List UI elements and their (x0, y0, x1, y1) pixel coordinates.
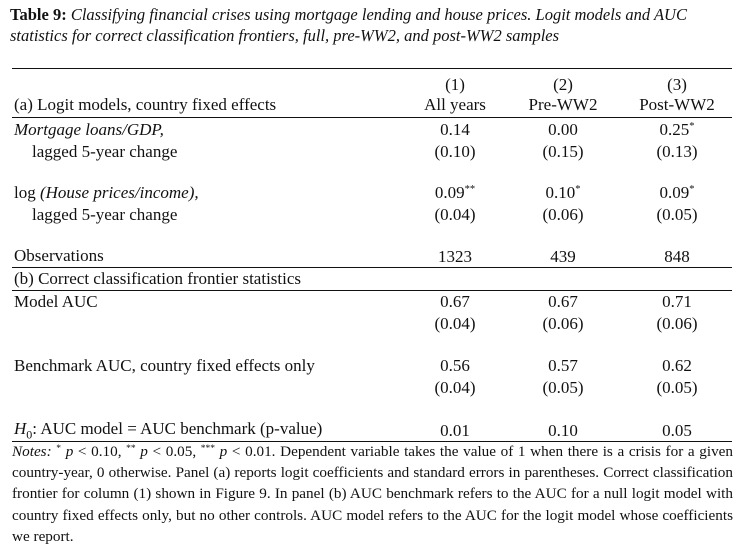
standard-error: (0.05) (656, 378, 698, 397)
column-header: All years (424, 95, 486, 114)
column-number: (2) (553, 75, 573, 94)
column-number: (1) (445, 75, 465, 94)
header-rule (12, 117, 732, 118)
h: H (14, 419, 27, 438)
coefficient: 0.10* (498, 182, 628, 204)
coefficient-value: 0.25 (659, 120, 690, 139)
panel-title: (b) Correct classification frontier stat… (14, 269, 302, 288)
p: p (65, 443, 74, 460)
standard-error: (0.15) (542, 142, 584, 161)
caption: Table 9: Classifying financial crises us… (10, 4, 735, 46)
coefficient-value: 0.09 (434, 183, 465, 202)
standard-error: (0.04) (434, 205, 476, 224)
coefficient-value: 0.56 (440, 356, 470, 375)
panel-rule (12, 267, 732, 268)
coefficient: 0.62 (612, 355, 742, 377)
row-label-cont: lagged 5-year change (32, 142, 178, 161)
significance-stars: * (575, 184, 581, 195)
standard-error: (0.04) (434, 378, 476, 397)
notes: Notes: * p < 0.10, ** p < 0.05, *** p < … (12, 441, 733, 547)
significance-stars: * (689, 121, 695, 132)
coefficient: 0.56 (390, 355, 520, 377)
row-label: log (House prices/income), (14, 182, 199, 204)
coefficient: 0.00 (498, 119, 628, 141)
coefficient-value: 0.00 (548, 120, 578, 139)
standard-error: (0.06) (542, 205, 584, 224)
column-header: Post-WW2 (639, 95, 715, 114)
p-value: 0.10 (548, 421, 578, 440)
standard-error: (0.10) (434, 142, 476, 161)
coefficient: 0.09* (612, 182, 742, 204)
subscript: 0 (26, 427, 33, 442)
column-number: (3) (667, 75, 687, 94)
row-label-prefix: log (14, 183, 36, 202)
coefficient: 0.14 (390, 119, 520, 141)
panel-rule (12, 290, 732, 291)
coefficient: 0.67 (498, 291, 628, 313)
top-rule (12, 68, 732, 69)
standard-error: (0.06) (656, 314, 698, 333)
coefficient-value: 0.09 (659, 183, 690, 202)
bottom-rule (12, 441, 732, 442)
observations: 1323 (438, 247, 472, 266)
standard-error: (0.05) (542, 378, 584, 397)
coefficient: 0.57 (498, 355, 628, 377)
significance-stars: ** (464, 184, 476, 195)
stars: *** (200, 444, 216, 454)
row-label-text: (House prices/income), (39, 183, 199, 202)
stars: ** (126, 444, 136, 454)
coefficient: 0.09** (390, 182, 520, 204)
notes-label: Notes: (12, 443, 52, 460)
stars: * (56, 444, 62, 454)
row-label: H0: AUC model = AUC benchmark (p-value) (14, 418, 322, 445)
coefficient: 0.67 (390, 291, 520, 313)
p: p (219, 443, 228, 460)
coefficient-value: 0.10 (545, 183, 576, 202)
coefficient-value: 0.67 (440, 292, 470, 311)
column-header: Pre-WW2 (528, 95, 598, 114)
row-label-text: : AUC model = AUC benchmark (p-value) (32, 419, 323, 438)
caption-text: Classifying financial crises using mortg… (10, 5, 687, 45)
notes-text: < 0.10, (77, 443, 122, 460)
row-label: Observations (14, 246, 104, 265)
caption-label: Table 9: (10, 5, 67, 24)
coefficient-value: 0.14 (440, 120, 470, 139)
coefficient-value: 0.62 (662, 356, 692, 375)
observations: 848 (664, 247, 690, 266)
standard-error: (0.06) (542, 314, 584, 333)
p: p (140, 443, 148, 460)
coefficient: 0.71 (612, 291, 742, 313)
standard-error: (0.13) (656, 142, 698, 161)
row-label-text: Mortgage loans/GDP, (14, 120, 164, 139)
observations: 439 (550, 247, 576, 266)
coefficient: 0.25* (612, 119, 742, 141)
row-label-cont: lagged 5-year change (32, 205, 178, 224)
significance-stars: * (689, 184, 695, 195)
notes-text: < 0.01. Dependent variable takes the val… (12, 443, 734, 545)
row-label: Benchmark AUC, country fixed effects onl… (14, 356, 315, 375)
row-label: Mortgage loans/GDP, (14, 119, 164, 141)
standard-error: (0.05) (656, 205, 698, 224)
coefficient-value: 0.71 (662, 292, 692, 311)
coefficient-value: 0.67 (548, 292, 578, 311)
panel-title: (a) Logit models, country fixed effects (14, 95, 277, 114)
notes-text: < 0.05, (152, 443, 197, 460)
p-value: 0.01 (440, 421, 470, 440)
row-label: Model AUC (14, 292, 98, 311)
coefficient-value: 0.57 (548, 356, 578, 375)
p-value: 0.05 (662, 421, 692, 440)
standard-error: (0.04) (434, 314, 476, 333)
